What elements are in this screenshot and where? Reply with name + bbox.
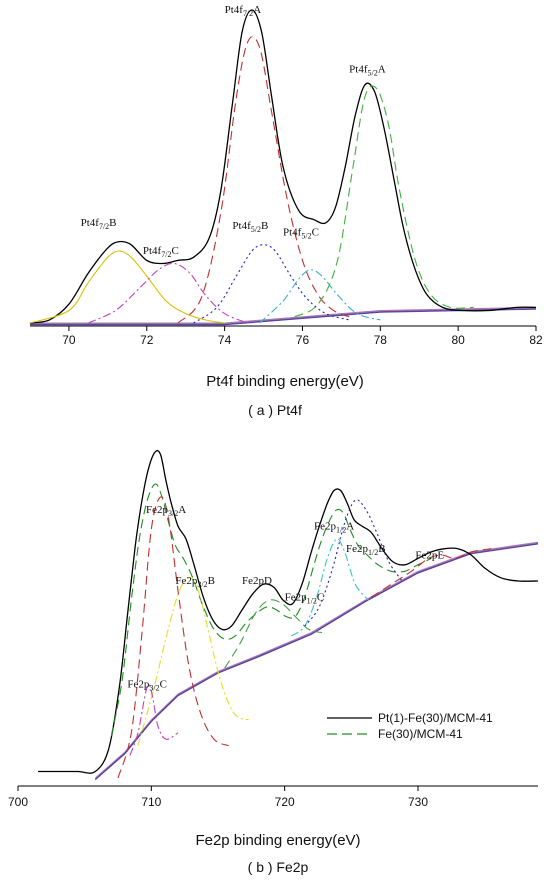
x-tick-label: 730 — [408, 795, 428, 809]
panel-b-x-label: Fe2p binding energy(eV) — [195, 832, 360, 849]
series-line-0 — [30, 10, 536, 323]
x-tick-label: 82 — [529, 333, 543, 347]
peak-label: Fe2p3/2C — [127, 679, 167, 693]
peak-label: Pt4f7/2B — [81, 217, 117, 231]
series-line-4 — [194, 245, 350, 323]
peak-label: Fe2p3/2A — [146, 504, 186, 518]
series-line-1 — [111, 484, 431, 736]
background-line — [95, 544, 538, 780]
peak-label: Pt4f5/2C — [283, 226, 319, 240]
x-tick-label: 80 — [451, 333, 465, 347]
peak-label: Pt4f5/2A — [349, 64, 386, 78]
panel-a-x-label: Pt4f binding energy(eV) — [206, 373, 364, 390]
series-line-3 — [138, 578, 249, 746]
x-tick-label: 710 — [141, 795, 161, 809]
panel-b-legend: Pt(1)-Fe(30)/MCM-41 Fe(30)/MCM-41 — [327, 711, 493, 741]
x-tick-label: 720 — [275, 795, 295, 809]
legend-label-1: Fe(30)/MCM-41 — [378, 727, 463, 741]
panel-a-caption: ( a ) Pt4f — [248, 402, 302, 418]
series-line-6 — [295, 86, 474, 317]
x-tick-label: 700 — [8, 795, 28, 809]
series-line-1 — [30, 251, 225, 323]
peak-label: Fe2p1/2A — [314, 520, 354, 534]
peak-label: Fe2p1/2B — [346, 543, 386, 557]
x-tick-label: 74 — [218, 333, 232, 347]
series-line-2 — [88, 263, 248, 323]
series-line-4 — [130, 684, 178, 755]
x-tick-label: 72 — [140, 333, 154, 347]
peak-label: Fe2p1/2C — [285, 591, 325, 605]
peak-label: Fe2pD — [242, 575, 272, 587]
peak-label: Fe2pE — [415, 549, 444, 561]
background-line — [95, 543, 538, 779]
peak-label: Pt4f5/2B — [232, 220, 268, 234]
x-tick-label: 70 — [62, 333, 76, 347]
background-line — [30, 309, 536, 325]
peak-label: Fe2p3/2B — [175, 575, 215, 589]
panel-b-fe2p: 700 710 720 730 Fe2p3/2A Fe2p3/2B Fe2p3/2C Fe2… — [8, 451, 538, 875]
background-line — [95, 542, 538, 778]
x-tick-label: 76 — [296, 333, 310, 347]
series-line-3 — [178, 37, 349, 323]
background-line — [95, 543, 538, 779]
legend-label-0: Pt(1)-Fe(30)/MCM-41 — [378, 711, 493, 725]
panel-a-pt4f: 70 72 74 76 78 80 82 Pt4f7/2A Pt4f5/2A Pt4f7/2B P… — [30, 4, 543, 418]
peak-label: Pt4f7/2C — [143, 245, 179, 259]
panel-b-caption: ( b ) Fe2p — [248, 859, 309, 875]
x-tick-label: 78 — [374, 333, 388, 347]
peak-label: Pt4f7/2A — [225, 4, 262, 18]
